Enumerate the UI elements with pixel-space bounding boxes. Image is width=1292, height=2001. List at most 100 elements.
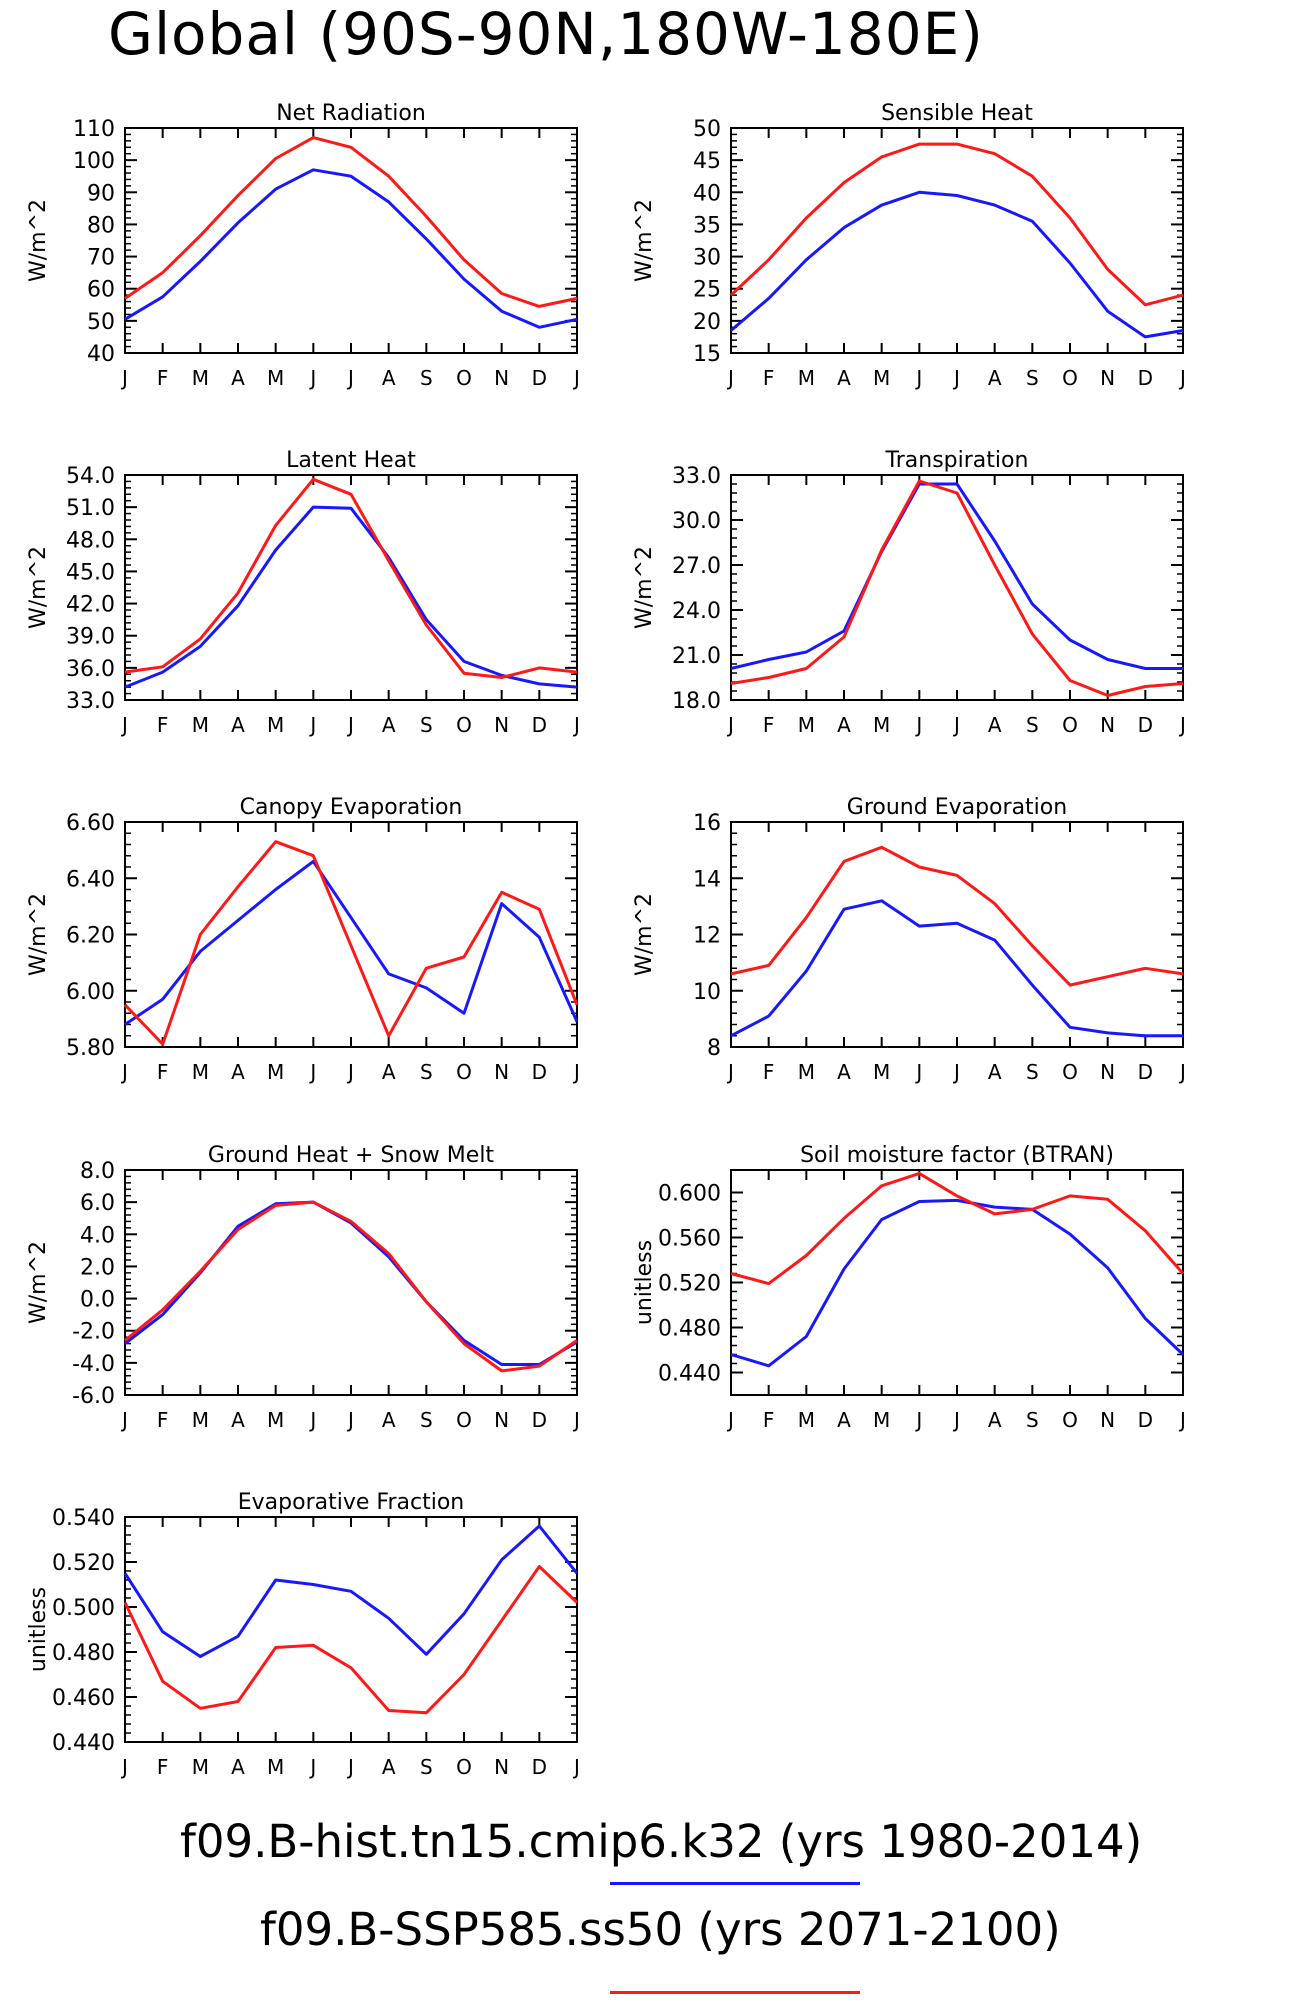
y-tick-label: 0.440 [658, 1362, 721, 1387]
x-tick-label: F [763, 1408, 775, 1432]
y-tick-label: 16 [693, 811, 721, 836]
y-tick-label: 0.440 [52, 1731, 115, 1756]
y-tick-label: 21.0 [672, 644, 721, 669]
x-tick-label: J [914, 1408, 922, 1432]
x-tick-label: O [456, 1060, 472, 1084]
x-tick-label: J [120, 713, 128, 737]
x-tick-label: J [308, 1408, 316, 1432]
y-tick-label: -4.0 [72, 1352, 115, 1377]
y-tick-label: 0.480 [658, 1317, 721, 1342]
x-tick-label: D [1138, 1060, 1153, 1084]
y-tick-label: 10 [693, 980, 721, 1005]
y-tick-label: 5.80 [66, 1036, 115, 1061]
x-tick-label: J [308, 1755, 316, 1779]
x-tick-label: J [572, 713, 580, 737]
x-tick-label: J [572, 1755, 580, 1779]
x-tick-label: F [763, 1060, 775, 1084]
x-tick-label: S [420, 366, 433, 390]
x-tick-label: J [120, 1060, 128, 1084]
y-tick-label: 8 [707, 1036, 721, 1061]
x-tick-label: A [382, 1060, 396, 1084]
x-tick-label: J [952, 1060, 960, 1084]
x-tick-label: M [267, 1755, 284, 1779]
x-tick-label: N [1100, 1060, 1115, 1084]
x-tick-label: O [456, 1755, 472, 1779]
x-tick-label: N [494, 1755, 509, 1779]
series-line-historical [730, 899, 1183, 1038]
legend-entry-historical: f09.B-hist.tn15.cmip6.k32 (yrs 1980-2014… [180, 1815, 1143, 1868]
x-tick-label: M [267, 366, 284, 390]
x-tick-label: N [1100, 1408, 1115, 1432]
y-tick-label: 0.520 [52, 1551, 115, 1576]
x-tick-label: F [763, 713, 775, 737]
x-tick-label: A [231, 1408, 245, 1432]
x-tick-label: N [1100, 713, 1115, 737]
x-tick-label: M [798, 366, 815, 390]
chart-title: Net Radiation [276, 101, 426, 126]
x-tick-label: S [420, 1408, 433, 1432]
y-tick-label: 60 [87, 278, 115, 303]
x-tick-label: J [572, 1060, 580, 1084]
x-tick-label: J [952, 1408, 960, 1432]
x-tick-label: J [914, 1060, 922, 1084]
x-tick-label: O [456, 366, 472, 390]
y-axis-label: W/m^2 [26, 546, 51, 629]
y-tick-label: 80 [87, 213, 115, 238]
x-tick-label: M [798, 1060, 815, 1084]
x-tick-label: A [988, 713, 1002, 737]
chart-title: Soil moisture factor (BTRAN) [800, 1143, 1114, 1168]
y-tick-label: 48.0 [66, 528, 115, 553]
x-tick-label: S [420, 1060, 433, 1084]
y-tick-label: 50 [693, 117, 721, 142]
chart-title: Ground Evaporation [847, 795, 1067, 820]
x-tick-label: A [837, 1060, 851, 1084]
y-axis-label: W/m^2 [26, 199, 51, 282]
x-tick-label: J [572, 1408, 580, 1432]
y-tick-label: 50 [87, 310, 115, 335]
x-tick-label: J [726, 1060, 734, 1084]
series-line-historical [730, 1198, 1185, 1368]
y-axis-label: W/m^2 [632, 893, 657, 976]
x-tick-label: A [837, 713, 851, 737]
plot-frame [730, 127, 1184, 354]
x-tick-label: J [308, 366, 316, 390]
x-tick-label: M [192, 1060, 209, 1084]
x-tick-label: J [346, 713, 354, 737]
chart-title: Sensible Heat [881, 101, 1033, 126]
x-tick-label: A [231, 1755, 245, 1779]
plot-frame [124, 127, 578, 354]
x-tick-label: S [1026, 366, 1039, 390]
y-tick-label: 40 [87, 342, 115, 367]
y-tick-label: 36.0 [66, 657, 115, 682]
y-tick-label: 6.20 [66, 924, 115, 949]
x-tick-label: J [308, 713, 316, 737]
series-line-ssp585 [729, 142, 1184, 307]
y-tick-label: 6.00 [66, 980, 115, 1005]
x-tick-label: N [494, 366, 509, 390]
x-tick-label: J [346, 366, 354, 390]
x-tick-label: F [157, 1408, 169, 1432]
x-tick-label: N [494, 1060, 509, 1084]
x-tick-label: A [837, 366, 851, 390]
x-tick-label: D [1138, 1408, 1153, 1432]
x-tick-label: M [798, 1408, 815, 1432]
y-tick-label: 45.0 [66, 560, 115, 585]
x-tick-label: N [1100, 366, 1115, 390]
x-tick-label: D [532, 1060, 547, 1084]
plot-frame [124, 1516, 578, 1743]
x-tick-label: D [532, 1755, 547, 1779]
y-tick-label: -6.0 [72, 1384, 115, 1409]
x-tick-label: A [988, 1408, 1002, 1432]
x-tick-label: A [837, 1408, 851, 1432]
x-tick-label: J [1178, 1060, 1186, 1084]
y-tick-label: 40 [693, 181, 721, 206]
x-tick-label: M [267, 1060, 284, 1084]
x-tick-label: J [346, 1755, 354, 1779]
chart-title: Canopy Evaporation [240, 795, 463, 820]
y-tick-label: 100 [73, 149, 115, 174]
y-tick-label: 6.60 [66, 811, 115, 836]
